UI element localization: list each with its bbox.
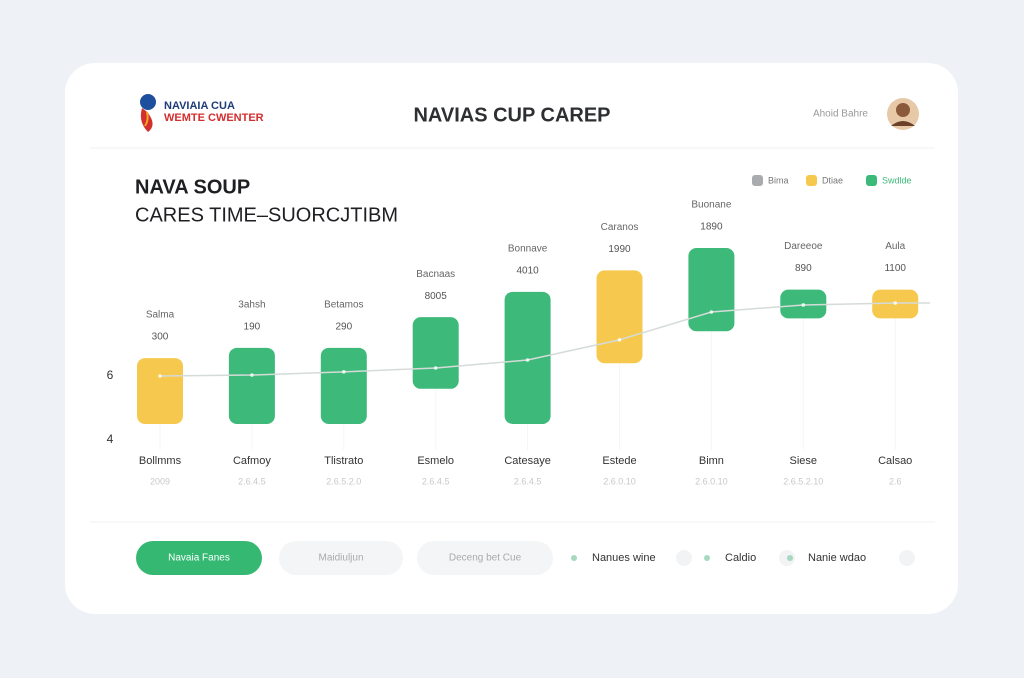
date-label: 2.6.5.2.10	[783, 476, 823, 486]
bar	[320, 347, 367, 424]
legend-label: Dtiae	[822, 175, 843, 185]
logo-text: WEMTE CWENTER	[164, 112, 264, 124]
button[interactable]	[136, 541, 262, 575]
chart: Bima Dtiae Swdlde 4 6 Salma 300 Bollmms 2009 3ahs…	[107, 175, 930, 486]
x-tick-label: Catesaye	[504, 455, 550, 467]
date-label: 2.6.5.2.0	[326, 476, 361, 486]
toggle-icon[interactable]	[704, 555, 710, 561]
footer: Navaia Fanes Maidiuljun Deceng bet Cue Nanu…	[136, 541, 915, 575]
bar-value: 4010	[516, 265, 539, 276]
logo	[140, 94, 156, 132]
chart-title: CARES TIME–SUORCJTIBM	[135, 204, 398, 226]
bar-value: 290	[335, 321, 352, 332]
x-tick-label: Calsao	[878, 455, 912, 467]
legend-label: Bima	[768, 175, 789, 185]
toggle-icon[interactable]	[571, 555, 577, 561]
bar	[412, 317, 459, 389]
toggle-dot[interactable]	[899, 550, 915, 566]
bar	[228, 347, 275, 424]
date-label: 2.6.4.5	[514, 476, 542, 486]
bar-value: 1990	[608, 244, 631, 255]
y-tick-label: 6	[107, 368, 114, 382]
bar-name: Salma	[146, 310, 175, 321]
trend-point	[525, 358, 530, 362]
bar-name: Bonnave	[508, 243, 548, 254]
trend-point	[250, 373, 254, 377]
bar-value: 190	[244, 321, 261, 332]
x-tick-label: Estede	[602, 455, 636, 467]
bar-name: Caranos	[601, 222, 639, 233]
button[interactable]	[279, 541, 403, 575]
toggle-dot[interactable]	[676, 550, 692, 566]
legend-swatch	[752, 175, 763, 186]
bar-value: 890	[795, 263, 812, 274]
bar-value: 300	[152, 332, 169, 343]
date-label: 2.6.4.5	[422, 476, 450, 486]
page-title: NAVIAS CUP CAREP	[413, 104, 610, 126]
chart-title: NAVA SOUP	[135, 176, 250, 198]
bar-name: Aula	[885, 241, 905, 252]
trend-point	[893, 301, 897, 305]
date-label: 2009	[150, 476, 170, 486]
button[interactable]	[417, 541, 553, 575]
legend-swatch	[866, 175, 877, 186]
x-tick-label: Esmelo	[417, 455, 454, 467]
button-label[interactable]: Deceng bet Cue	[449, 553, 522, 564]
trend-line	[159, 302, 930, 377]
bar-value: 1890	[700, 222, 723, 233]
toggle-label[interactable]: Nanie wdao	[808, 552, 866, 564]
date-label: 2.6	[889, 476, 902, 486]
trend-point	[709, 310, 714, 314]
x-tick-label: Tlistrato	[324, 455, 363, 467]
x-tick-label: Siese	[790, 455, 818, 467]
trend-point	[342, 370, 346, 374]
user-name[interactable]: Ahoid Bahre	[813, 109, 868, 120]
button-label[interactable]: Maidiuljun	[318, 553, 363, 564]
bar-name: Bacnaas	[416, 269, 455, 280]
trend-point	[801, 303, 806, 307]
toggle-icon[interactable]	[787, 555, 793, 561]
y-tick-label: 4	[107, 432, 114, 446]
bar-value: 8005	[425, 291, 448, 302]
bar	[137, 358, 183, 424]
logo-text: NAVIAIA CUA	[164, 100, 235, 112]
bar-name: 3ahsh	[238, 299, 265, 310]
date-label: 2.6.4.5	[238, 476, 266, 486]
trend-point	[158, 374, 162, 378]
legend-label: Swdlde	[882, 175, 912, 185]
bar-name: Betamos	[324, 299, 363, 310]
toggle-label[interactable]: Nanues wine	[592, 552, 656, 564]
bar-name: Buonane	[691, 200, 731, 211]
trend-point	[617, 338, 622, 342]
bar-value: 1100	[884, 263, 906, 274]
x-tick-label: Bimn	[699, 455, 724, 467]
bar	[596, 270, 643, 364]
avatar[interactable]	[887, 98, 919, 130]
date-label: 2.6.0.10	[603, 476, 636, 486]
trend-point	[433, 366, 438, 370]
x-tick-label: Bollmms	[139, 455, 182, 467]
bar-name: Dareeoe	[784, 241, 823, 252]
bar	[504, 291, 551, 424]
button-label[interactable]: Navaia Fanes	[168, 553, 230, 564]
bar	[688, 248, 735, 332]
x-tick-label: Cafmoy	[233, 455, 271, 467]
toggle-label[interactable]: Caldio	[725, 552, 756, 564]
legend-swatch	[806, 175, 817, 186]
date-label: 2.6.0.10	[695, 476, 728, 486]
